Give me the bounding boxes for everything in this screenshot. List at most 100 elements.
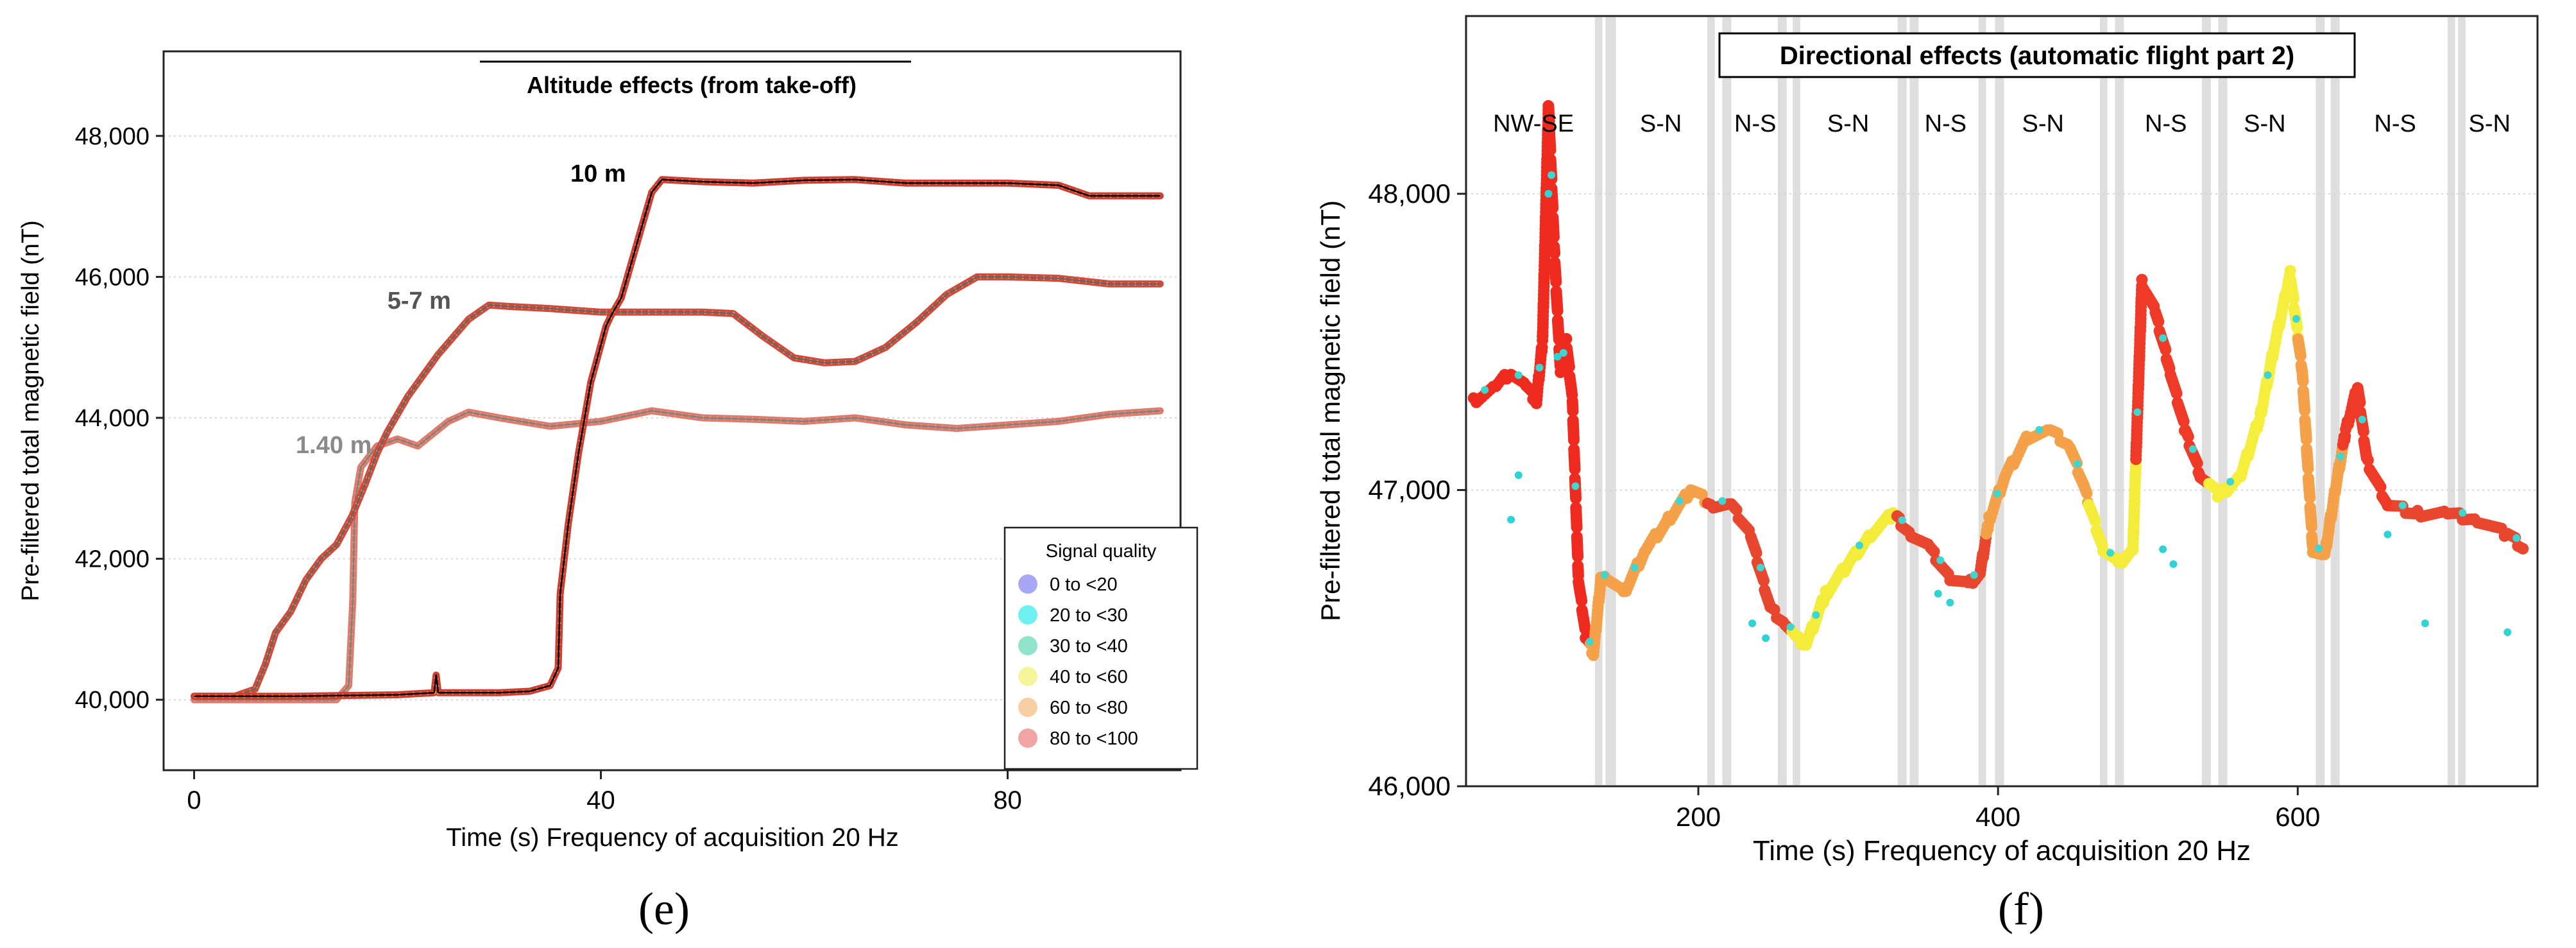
legend-label: 60 to <80 [1050, 698, 1128, 718]
x-tick-label: 200 [1676, 802, 1721, 832]
shaded-band [2218, 17, 2228, 785]
scatter-point [1718, 497, 1727, 505]
x-tick-label: 600 [2275, 802, 2320, 832]
scatter-point [1549, 247, 1561, 259]
scatter-point [1551, 305, 1564, 317]
scatter-point [1585, 637, 1594, 646]
shaded-band [1594, 17, 1603, 785]
scatter-point [2226, 478, 2235, 486]
x-tick-label: 400 [1975, 802, 2020, 832]
scatter-point [2074, 460, 2081, 468]
x-ticks: 0 40 80 [187, 770, 1022, 814]
x-axis-label: Time (s) Frequency of acquisition 20 Hz [1753, 835, 2251, 866]
shaded-band [2330, 17, 2340, 785]
scatter-point [1576, 595, 1588, 607]
series-line [194, 409, 1161, 701]
legend-label: 30 to <40 [1050, 636, 1128, 657]
y-tick-label: 47,000 [1369, 474, 1451, 504]
legend-marker [1018, 698, 1037, 717]
x-tick-label: 80 [993, 786, 1022, 814]
scatter-points [1467, 99, 2529, 661]
scatter-point [1750, 547, 1762, 559]
direction-labels: NW-SE S-N N-S S-N N-S S-N N-S S-N N-S S-N [1493, 110, 2511, 137]
y-ticks: 40,000 42,000 44,000 46,000 48,000 [75, 123, 164, 714]
shaded-band [1909, 17, 1919, 785]
scatter-outlier [2159, 545, 2167, 553]
shaded-band [1978, 17, 1986, 785]
scatter-outlier [1748, 619, 1757, 628]
scatter-point [2336, 452, 2344, 461]
legend-label: 20 to <30 [1050, 605, 1128, 626]
scatter-point [2178, 415, 2190, 427]
y-tick-label: 46,000 [1369, 771, 1451, 801]
scatter-point [2398, 501, 2407, 510]
scatter-point [1548, 231, 1560, 243]
scatter-point [1548, 171, 1556, 179]
direction-label: S-N [2244, 110, 2285, 137]
scatter-point [2153, 316, 2165, 328]
scatter-outlier [1514, 471, 1523, 479]
scatter-point [2294, 350, 2307, 362]
panel-f-directional-effects: 200 400 600 46,000 47,000 48,000 NW-SE S-N N-S… [1315, 15, 2539, 935]
x-tick-label: 40 [586, 786, 615, 814]
scatter-outlier [1507, 515, 1515, 524]
legend-marker [1018, 728, 1037, 748]
legend-label: 40 to <60 [1050, 667, 1128, 687]
scatter-point [1928, 546, 1940, 558]
scatter-point [2160, 343, 2172, 356]
legend-title: Signal quality [1046, 541, 1157, 562]
scatter-point [1550, 276, 1562, 288]
scatter-point [2354, 397, 2366, 409]
scatter-point [2284, 264, 2296, 277]
plot-frame [1465, 15, 2539, 788]
scatter-point [1571, 521, 1583, 533]
legend-marker [1018, 636, 1037, 655]
scatter-point [2081, 487, 2093, 499]
scatter-point [2315, 544, 2323, 553]
scatter-point [2297, 375, 2309, 388]
scatter-point [2106, 549, 2115, 557]
x-tick-label: 0 [187, 786, 201, 814]
scatter-point [1970, 571, 1978, 579]
scatter-point [1563, 361, 1575, 373]
scatter-point [2300, 433, 2312, 445]
y-axis-label: Pre-filtered total magnetic field (nT) [1315, 200, 1345, 621]
shaded-band [2201, 17, 2211, 785]
shaded-band [1722, 17, 1732, 785]
series-line [194, 276, 1161, 697]
chart-title: Directional effects (automatic flight pa… [1780, 42, 2294, 70]
scatter-point [2375, 481, 2387, 493]
scatter-point [2362, 454, 2374, 467]
scatter-point [2182, 431, 2194, 443]
scatter-point [2358, 415, 2366, 424]
direction-label: N-S [2374, 110, 2416, 137]
panel-e-altitude-effects: 0 40 80 40,000 42,000 44,000 46,000 48,000 1.4… [17, 50, 1198, 935]
shaded-band [2115, 17, 2124, 785]
scatter-point [2171, 387, 2183, 399]
panel-label-f: (f) [1998, 883, 2044, 935]
scatter-point [1630, 564, 1639, 572]
scatter-point [2512, 534, 2521, 542]
scatter-point [2188, 445, 2197, 453]
shaded-bands [1594, 17, 2466, 785]
legend: Signal quality 0 to <20 20 to <30 30 to <4… [1003, 526, 1198, 770]
y-axis-label: Pre-filtered total magnetic field (nT) [17, 220, 44, 601]
scatter-outlier [2169, 560, 2178, 568]
shaded-band [2447, 17, 2455, 785]
series-label: 10 m [570, 160, 626, 187]
scatter-outlier [1934, 590, 1942, 598]
chart-title: Altitude effects (from take-off) [527, 72, 857, 98]
direction-label: N-S [1925, 110, 1966, 137]
scatter-point [1675, 497, 1684, 505]
scatter-point [1547, 202, 1559, 214]
y-tick-label: 46,000 [75, 264, 149, 291]
scatter-point [1757, 564, 1764, 572]
legend-marker [1018, 667, 1037, 686]
scatter-point [1559, 349, 1567, 357]
direction-label: N-S [2145, 110, 2187, 137]
shaded-band [2099, 17, 2108, 785]
scatter-point [2299, 404, 2311, 417]
scatter-point [2517, 542, 2529, 555]
shaded-band [1605, 17, 1616, 785]
